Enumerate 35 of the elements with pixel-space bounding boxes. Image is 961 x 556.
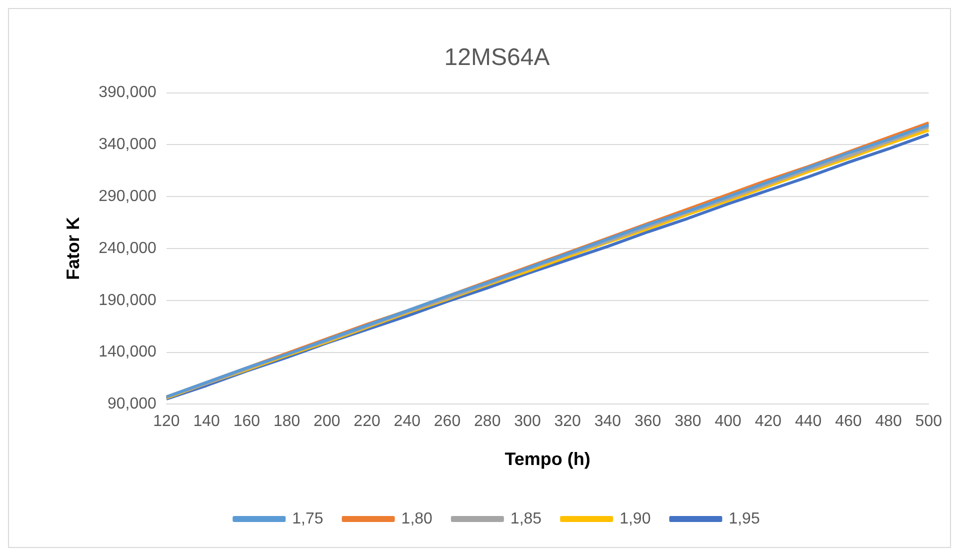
x-tick-label: 160 [233, 413, 260, 430]
legend-label: 1,90 [620, 510, 651, 528]
x-tick-label: 280 [474, 413, 501, 430]
x-tick-label: 200 [314, 413, 340, 430]
legend-label: 1,75 [292, 510, 324, 528]
y-tick-label: 390,000 [98, 84, 157, 102]
x-tick-label: 140 [193, 413, 220, 430]
x-tick-label: 220 [354, 413, 380, 430]
x-tick-label: 500 [915, 413, 942, 430]
x-tick-label: 120 [153, 413, 180, 430]
x-tick-label: 180 [273, 413, 300, 430]
x-tick-label: 240 [394, 413, 421, 430]
x-tick-label: 340 [594, 413, 622, 430]
legend-label: 1,80 [401, 510, 433, 528]
x-axis-title: Tempo (h) [504, 449, 590, 470]
y-tick-label: 140,000 [98, 344, 157, 361]
legend-label: 1,95 [728, 510, 760, 528]
y-tick-label: 90,000 [108, 396, 157, 413]
x-tick-label: 320 [554, 413, 582, 430]
x-tick-label: 440 [794, 413, 822, 430]
x-tick-label: 380 [674, 413, 702, 430]
x-tick-label: 460 [835, 413, 862, 430]
y-tick-label: 240,000 [98, 240, 157, 257]
y-axis-title: Fator K [62, 217, 83, 280]
chart-title: 12MS64A [444, 44, 550, 72]
x-tick-label: 420 [754, 413, 782, 430]
x-tick-label: 400 [714, 413, 742, 430]
y-tick-label: 340,000 [98, 136, 157, 154]
x-tick-label: 260 [434, 413, 461, 430]
x-tick-label: 360 [634, 413, 662, 430]
x-tick-label: 480 [875, 413, 902, 430]
x-tick-label: 300 [514, 413, 541, 430]
y-tick-label: 190,000 [98, 292, 157, 309]
legend-label: 1,85 [510, 510, 542, 528]
y-tick-label: 290,000 [98, 188, 157, 206]
